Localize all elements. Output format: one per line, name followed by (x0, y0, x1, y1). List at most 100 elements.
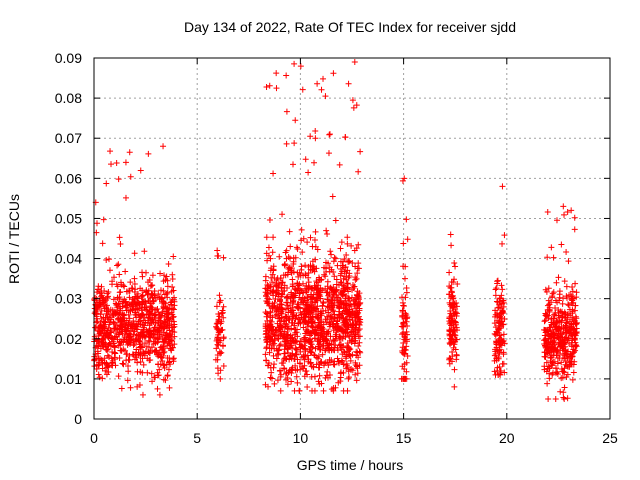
data-point (166, 332, 173, 339)
data-point (544, 254, 551, 261)
data-point (269, 279, 276, 286)
data-point (344, 280, 351, 287)
data-point (564, 337, 571, 344)
data-point (263, 334, 270, 341)
data-point (496, 363, 503, 370)
data-point (119, 324, 126, 331)
data-point (331, 315, 338, 322)
data-point (354, 270, 361, 277)
data-point (101, 319, 108, 326)
data-point (263, 345, 270, 352)
data-point (126, 332, 133, 339)
data-point (106, 256, 113, 263)
data-point (284, 299, 291, 306)
data-point (145, 150, 152, 157)
data-point (326, 299, 333, 306)
data-point (111, 344, 118, 351)
data-point (159, 358, 166, 365)
data-point (553, 352, 560, 359)
data-point (449, 353, 456, 360)
data-point (553, 279, 560, 286)
data-point (271, 380, 278, 387)
data-point (541, 318, 548, 325)
data-point (546, 304, 553, 311)
data-point (447, 231, 454, 238)
data-point (156, 391, 163, 398)
data-point (301, 317, 308, 324)
data-point (285, 309, 292, 316)
data-point (267, 284, 274, 291)
data-point (276, 342, 283, 349)
data-point (492, 324, 499, 331)
data-point (317, 359, 324, 366)
data-point (501, 232, 508, 239)
data-point (266, 82, 273, 89)
data-point (143, 288, 150, 295)
data-point (154, 306, 161, 313)
data-point (150, 318, 157, 325)
data-point (544, 380, 551, 387)
data-point (446, 291, 453, 298)
data-point (93, 310, 100, 317)
data-point (498, 292, 505, 299)
data-point (349, 286, 356, 293)
data-point (293, 347, 300, 354)
data-point (320, 387, 327, 394)
data-point (166, 384, 173, 391)
data-point (346, 258, 353, 265)
data-point (139, 369, 146, 376)
data-point (562, 347, 569, 354)
data-point (136, 382, 143, 389)
data-point (273, 85, 280, 92)
data-point (317, 289, 324, 296)
data-point (312, 127, 319, 134)
data-point (267, 374, 274, 381)
data-point (555, 274, 562, 281)
data-point (154, 336, 161, 343)
data-point (294, 379, 301, 386)
data-point (332, 324, 339, 331)
data-point (353, 102, 360, 109)
data-point (280, 272, 287, 279)
data-point (135, 335, 142, 342)
y-axis-label: ROTI / TECUs (6, 194, 22, 284)
data-point (448, 284, 455, 291)
data-point (325, 330, 332, 337)
data-point (283, 140, 290, 147)
x-tick-label: 0 (90, 430, 98, 446)
data-point (565, 301, 572, 308)
data-point (95, 371, 102, 378)
y-tick-label: 0.03 (55, 291, 82, 307)
data-point (108, 161, 115, 168)
data-point (124, 302, 131, 309)
data-point (400, 320, 407, 327)
data-point (548, 244, 555, 251)
data-point (346, 374, 353, 381)
plot-frame (93, 57, 611, 420)
data-point (556, 294, 563, 301)
data-point (548, 344, 555, 351)
data-point (96, 328, 103, 335)
data-point (160, 352, 167, 359)
data-point (104, 352, 111, 359)
data-point (281, 350, 288, 357)
data-point (125, 368, 132, 375)
data-point (560, 338, 567, 345)
data-point (159, 347, 166, 354)
data-point (355, 241, 362, 248)
data-point (354, 370, 361, 377)
data-point (572, 280, 579, 287)
data-point (340, 275, 347, 282)
data-point (168, 288, 175, 295)
data-point (399, 177, 406, 184)
data-point (269, 314, 276, 321)
data-point (453, 313, 460, 320)
data-point (323, 227, 330, 234)
data-point (337, 279, 344, 286)
data-point (348, 328, 355, 335)
data-point (571, 214, 578, 221)
data-point (263, 357, 270, 364)
data-point (163, 310, 170, 317)
data-point (164, 305, 171, 312)
data-point (451, 383, 458, 390)
